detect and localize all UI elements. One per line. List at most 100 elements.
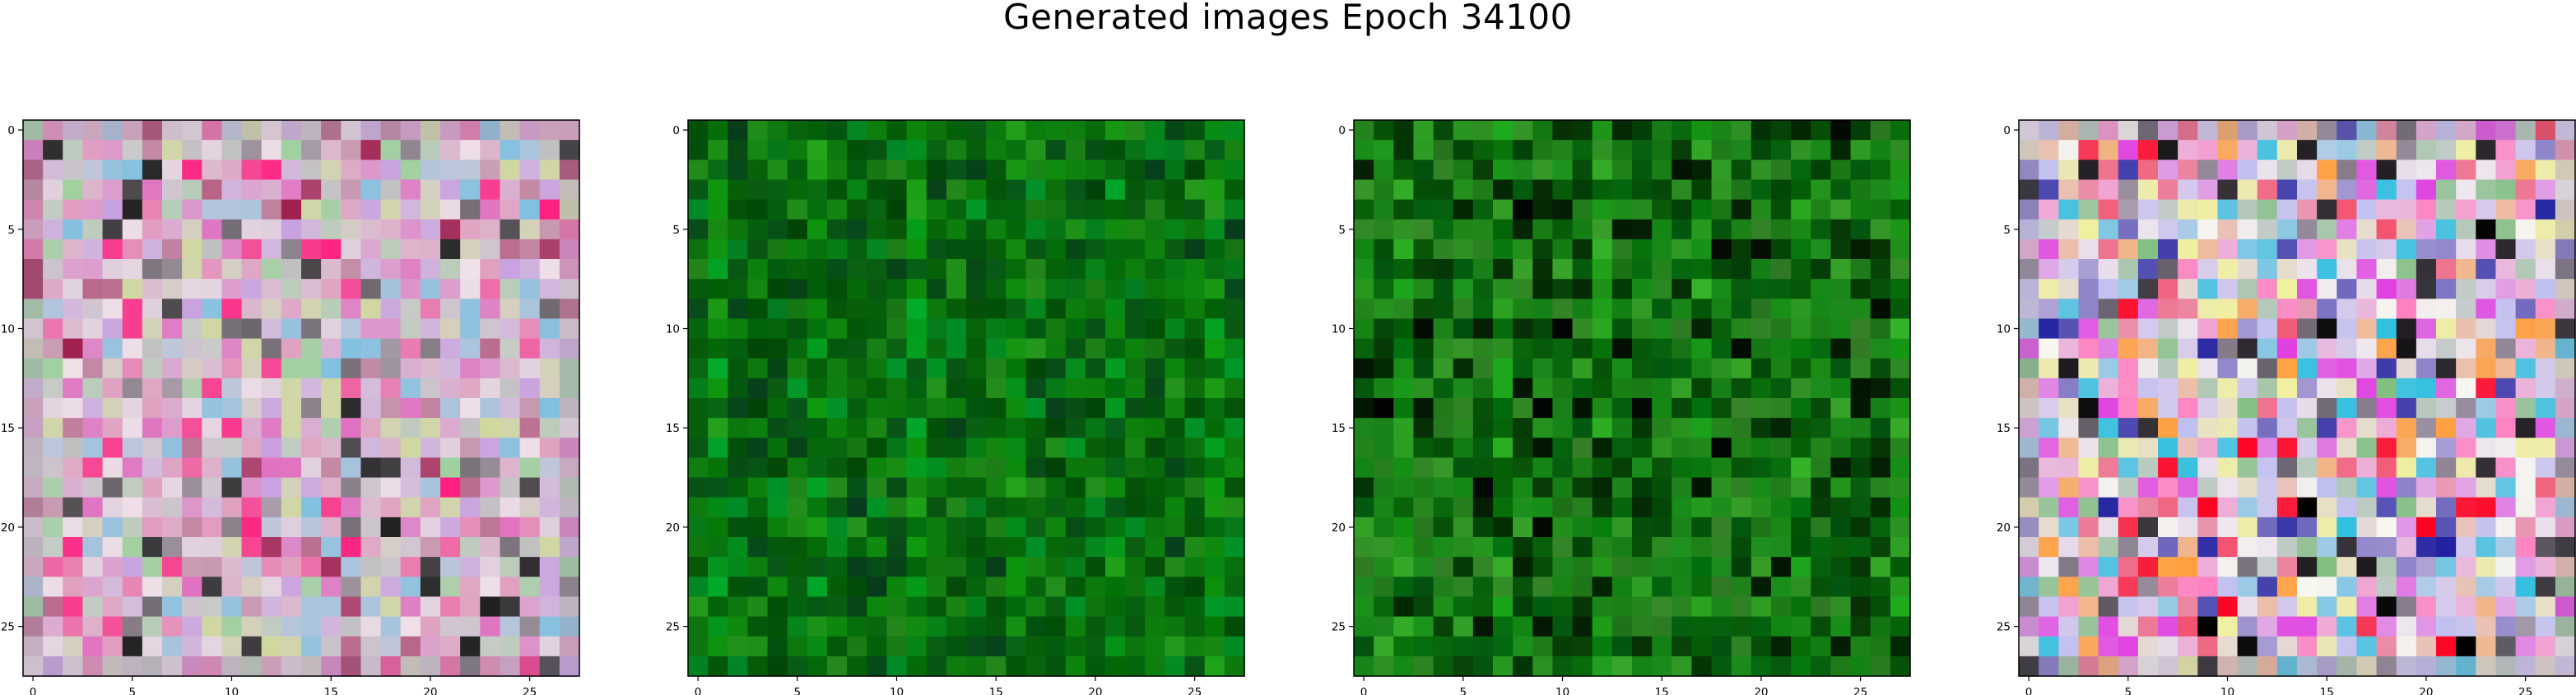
image-pixel xyxy=(1731,438,1752,459)
image-pixel xyxy=(1711,120,1732,141)
image-pixel xyxy=(23,160,44,181)
image-pixel xyxy=(1811,557,1832,577)
image-pixel xyxy=(2337,259,2358,280)
image-pixel xyxy=(460,219,481,240)
image-pixel xyxy=(1045,537,1067,558)
image-pixel xyxy=(142,259,163,280)
image-pixel xyxy=(1672,497,1693,518)
image-pixel xyxy=(241,596,263,618)
image-pixel xyxy=(1751,199,1772,220)
image-pixel xyxy=(63,259,84,280)
image-pixel xyxy=(301,457,322,479)
image-pixel xyxy=(1711,279,1732,299)
image-pixel xyxy=(380,577,402,598)
image-pixel xyxy=(1065,636,1086,657)
image-pixel xyxy=(2158,358,2178,379)
image-pixel xyxy=(1870,140,1891,160)
image-pixel xyxy=(102,577,123,598)
x-tick-label: 5 xyxy=(128,686,136,695)
image-pixel xyxy=(728,259,749,280)
image-pixel xyxy=(1830,299,1852,320)
image-pixel xyxy=(2197,279,2219,299)
image-pixel xyxy=(1393,219,1415,240)
image-pixel xyxy=(221,557,243,577)
image-pixel xyxy=(2158,497,2178,518)
image-pixel xyxy=(162,537,183,558)
image-pixel xyxy=(122,299,143,320)
image-pixel xyxy=(2396,239,2417,260)
image-pixel xyxy=(1731,537,1752,558)
image-pixel xyxy=(728,557,749,577)
image-pixel xyxy=(2137,378,2159,399)
image-pixel xyxy=(162,239,183,260)
image-pixel xyxy=(1513,457,1533,479)
image-pixel xyxy=(23,279,44,299)
image-pixel xyxy=(1532,596,1554,618)
image-pixel xyxy=(1592,160,1613,181)
image-pixel xyxy=(2118,596,2139,618)
image-pixel xyxy=(847,160,867,181)
image-pixel xyxy=(63,656,84,677)
image-pixel xyxy=(1125,279,1146,299)
image-pixel xyxy=(2555,477,2576,498)
image-pixel xyxy=(2337,338,2358,359)
image-pixel xyxy=(1453,140,1474,160)
image-pixel xyxy=(460,557,481,577)
image-pixel xyxy=(500,616,521,637)
image-pixel xyxy=(2237,378,2258,399)
image-pixel xyxy=(2137,537,2159,558)
image-pixel xyxy=(2197,179,2219,201)
image-pixel xyxy=(380,557,402,577)
image-pixel xyxy=(1354,160,1374,181)
x-tick-label: 0 xyxy=(2025,686,2033,695)
image-pixel xyxy=(2476,656,2497,677)
image-pixel xyxy=(926,418,947,438)
image-pixel xyxy=(1125,656,1146,677)
image-pixel xyxy=(2396,140,2417,160)
image-pixel xyxy=(102,457,123,479)
image-pixel xyxy=(1493,318,1514,340)
image-pixel xyxy=(2039,179,2059,201)
image-pixel xyxy=(23,656,44,677)
image-pixel xyxy=(321,219,342,240)
image-pixel xyxy=(202,318,223,340)
image-pixel xyxy=(1374,418,1394,438)
image-pixel xyxy=(1611,279,1633,299)
image-pixel xyxy=(261,338,282,359)
image-pixel xyxy=(1711,299,1732,320)
image-pixel xyxy=(1672,179,1693,201)
image-pixel xyxy=(2555,299,2576,320)
image-pixel xyxy=(1513,219,1533,240)
image-pixel xyxy=(2317,318,2337,340)
image-pixel xyxy=(1711,160,1732,181)
image-pixel xyxy=(1413,279,1434,299)
image-pixel xyxy=(827,279,848,299)
image-pixel xyxy=(966,120,987,141)
image-pixel xyxy=(1672,199,1693,220)
image-pixel xyxy=(1632,259,1653,280)
image-pixel xyxy=(380,259,402,280)
image-pixel xyxy=(63,398,84,419)
image-pixel xyxy=(1711,199,1732,220)
image-pixel xyxy=(1850,299,1872,320)
image-pixel xyxy=(2058,537,2080,558)
image-pixel xyxy=(420,517,441,538)
image-pixel xyxy=(341,438,362,459)
image-pixel xyxy=(1691,140,1713,160)
image-pixel xyxy=(986,259,1007,280)
image-pixel xyxy=(847,219,867,240)
image-pixel xyxy=(1105,338,1126,359)
image-pixel xyxy=(1374,378,1394,399)
image-pixel xyxy=(559,596,580,618)
image-pixel xyxy=(787,596,808,618)
image-pixel xyxy=(1791,259,1811,280)
image-pixel xyxy=(2137,279,2159,299)
image-pixel xyxy=(1125,418,1146,438)
image-pixel xyxy=(747,557,769,577)
image-pixel xyxy=(221,179,243,201)
image-pixel xyxy=(63,279,84,299)
image-pixel xyxy=(2376,318,2397,340)
image-pixel xyxy=(43,160,63,181)
image-pixel xyxy=(708,477,728,498)
